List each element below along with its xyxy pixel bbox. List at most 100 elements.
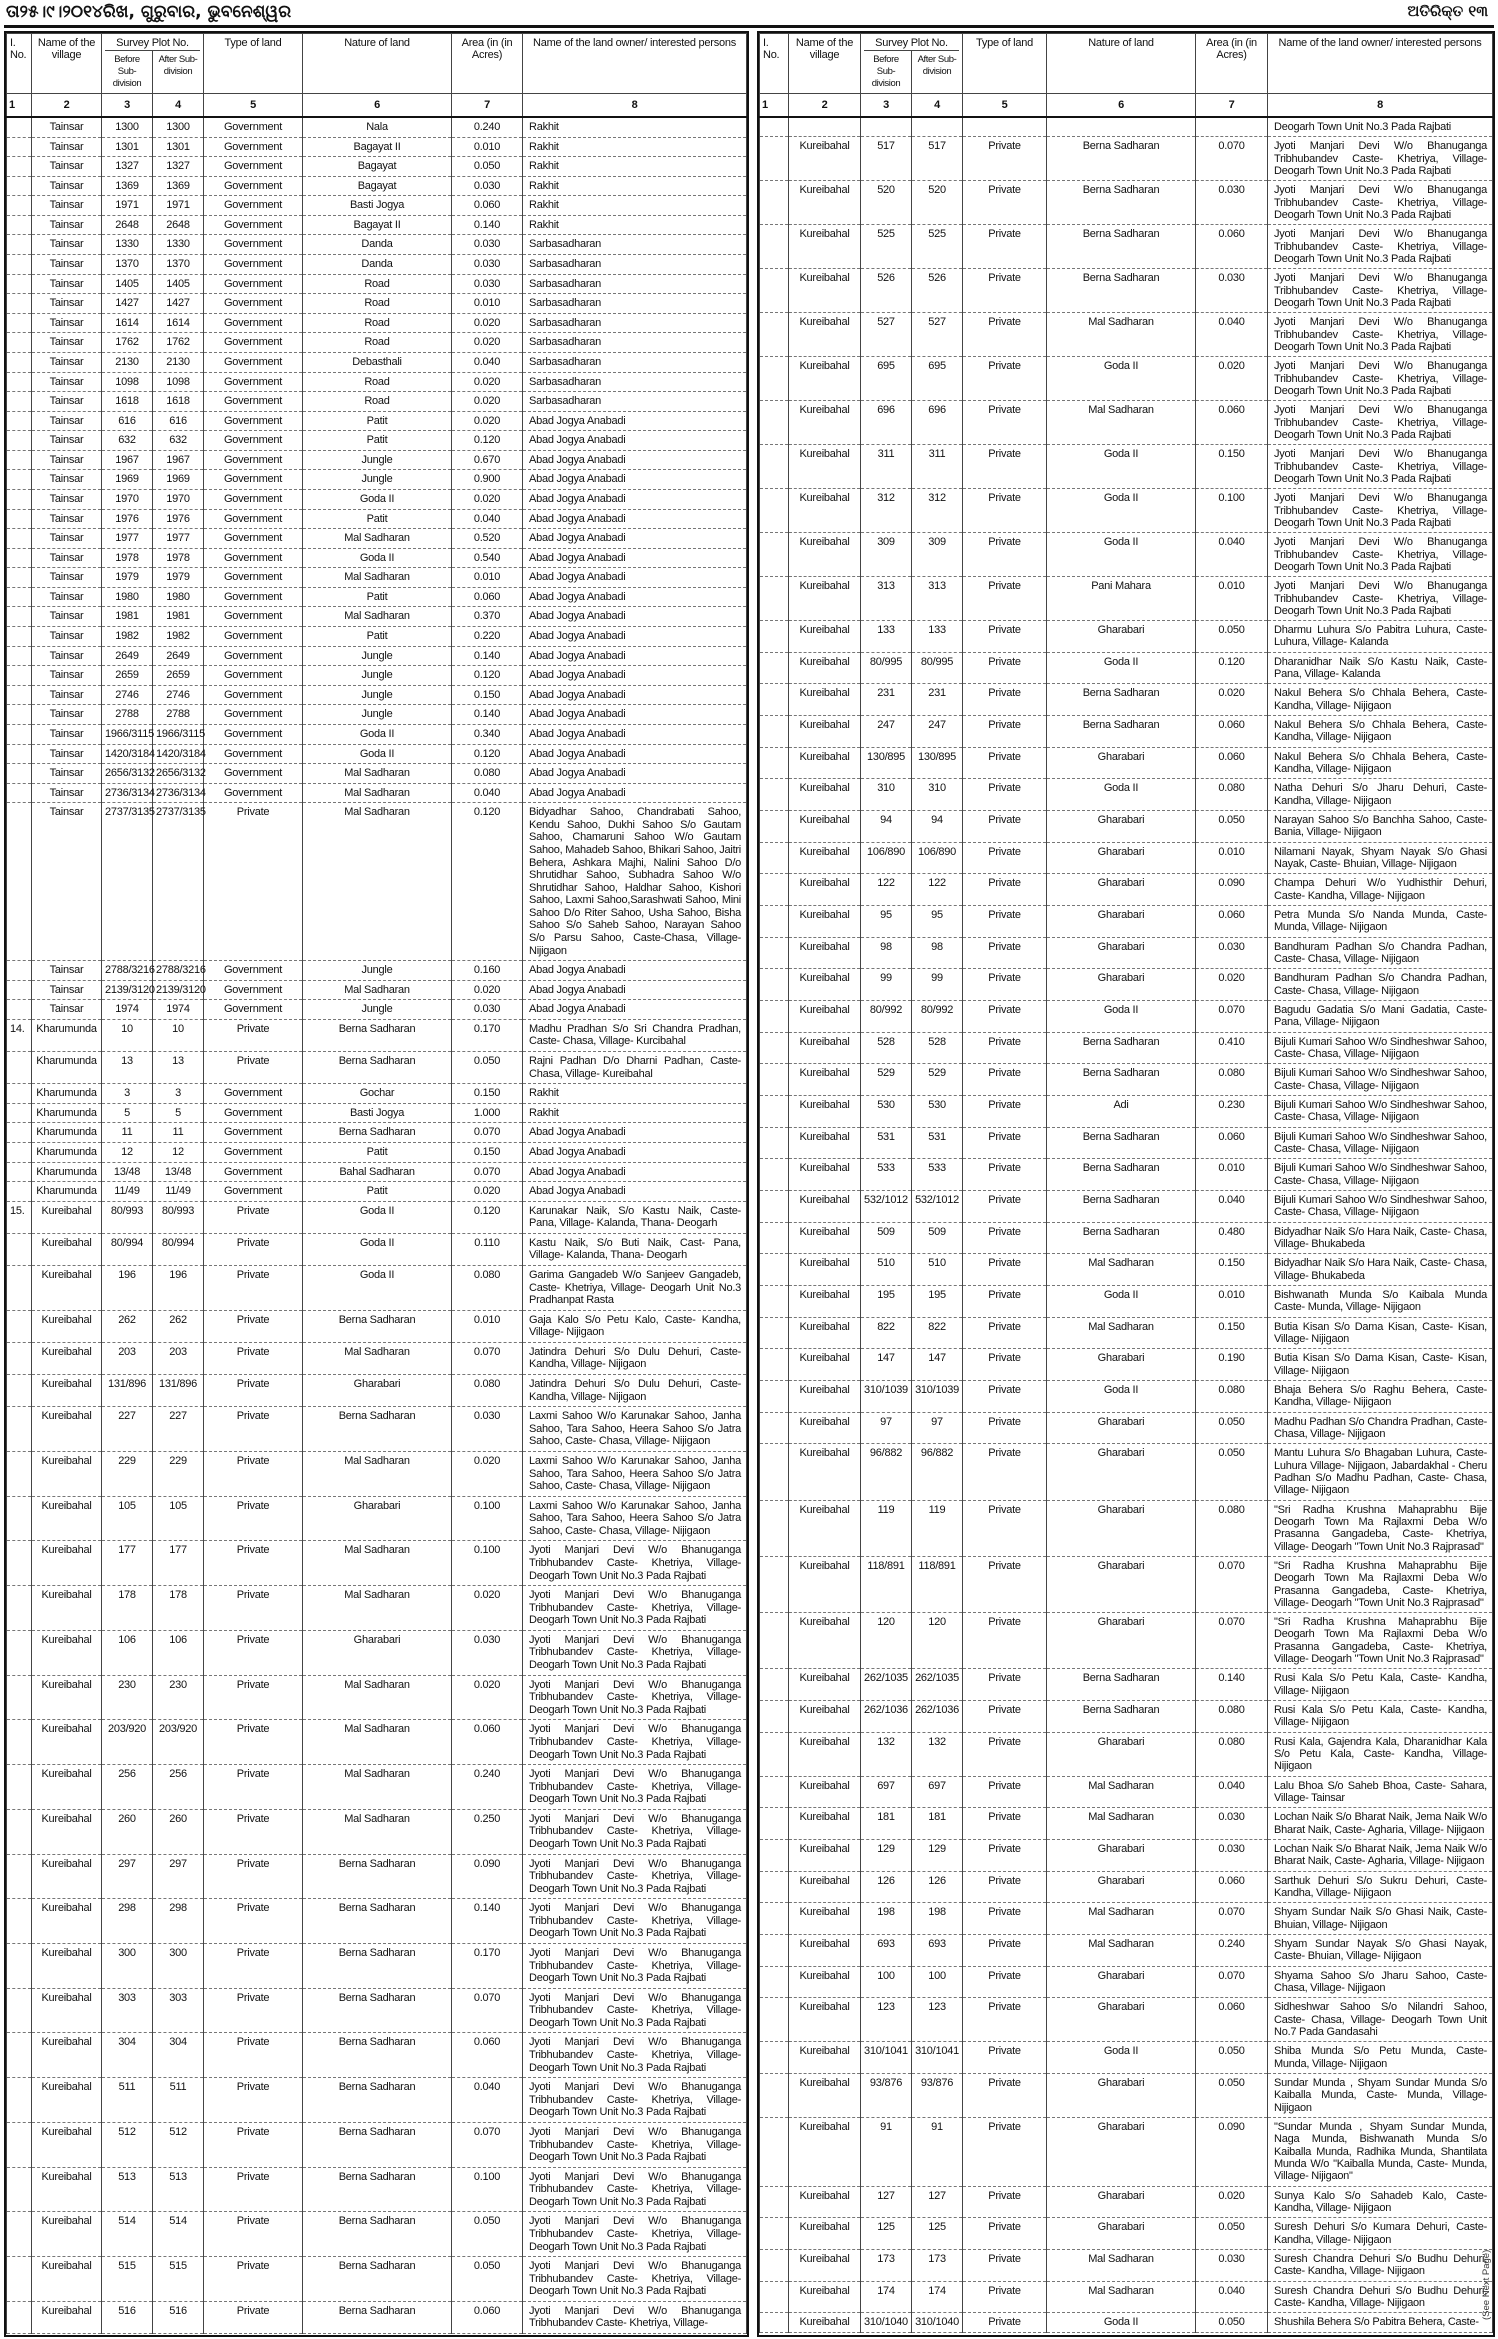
- area-cell: 0.040: [451, 508, 524, 530]
- table-row: Tainsar 1098 1098 Government Road 0.020 Sarbas…: [6, 371, 747, 393]
- owner-cell: Abad Jogya Anabadi: [522, 626, 747, 647]
- village-cell: Kureibahal: [31, 1406, 102, 1452]
- land-nature-cell: Gharabari: [1046, 620, 1197, 653]
- land-nature-cell: Mal Sadharan: [1046, 1253, 1197, 1286]
- table-row: Tainsar 1970 1970 Government Goda II 0.020 Aba…: [6, 488, 747, 510]
- table-row: Kureibahal 247 247 Private Berna Sadharan 0.0…: [759, 715, 1493, 748]
- village-cell: Kureibahal: [788, 488, 861, 534]
- land-type-cell: Private: [962, 400, 1048, 446]
- land-nature-cell: Berna Sadharan: [302, 1898, 453, 1945]
- village-cell: Tainsar: [31, 430, 102, 451]
- village-cell: Kureibahal: [788, 356, 861, 402]
- village-cell: Kureibahal: [31, 1309, 102, 1343]
- table-row: 15. Kureibahal 80/993 80/993 Private Goda II 0…: [6, 1200, 747, 1234]
- owner-cell: Lalu Bhoa S/o Saheb Bhoa, Caste- Sahara,…: [1267, 1775, 1493, 1809]
- village-cell: Kureibahal: [31, 1898, 102, 1945]
- land-nature-cell: Berna Sadharan: [1046, 683, 1197, 717]
- owner-cell: Sarthuk Dehuri S/o Sukru Dehuri, Caste- …: [1267, 1870, 1493, 1904]
- land-type-cell: Private: [203, 2211, 304, 2258]
- table-row: Kureibahal 178 178 Private Mal Sadharan 0.020…: [6, 1585, 747, 1631]
- plot-after-cell: 1370: [151, 254, 205, 275]
- plot-before-cell: 304: [101, 2032, 153, 2079]
- land-nature-cell: Berna Sadharan: [302, 2300, 453, 2335]
- area-cell: 1.000: [451, 1102, 524, 1124]
- plot-after-cell: 95: [910, 905, 964, 938]
- land-nature-cell: Gharabari: [1046, 810, 1197, 843]
- plot-after-cell: 697: [910, 1775, 964, 1809]
- area-cell: 0.030: [451, 1406, 524, 1452]
- serial-no-cell: [759, 268, 789, 314]
- plot-after-cell: 99: [910, 968, 964, 1002]
- plot-before-cell: 181: [860, 1807, 912, 1841]
- table-row: Kureibahal 822 822 Private Mal Sadharan 0.150…: [759, 1316, 1493, 1350]
- owner-cell: Abad Jogya Anabadi: [522, 508, 747, 530]
- land-nature-cell: Goda II: [1046, 1000, 1197, 1033]
- plot-before-cell: 177: [101, 1540, 153, 1587]
- serial-no-cell: [6, 1540, 32, 1587]
- village-cell: Tainsar: [31, 979, 102, 1001]
- serial-no-cell: [759, 1158, 789, 1191]
- village-cell: Kureibahal: [31, 2032, 102, 2079]
- plot-after-cell: 525: [910, 224, 964, 270]
- plot-after-cell: 80/993: [151, 1200, 205, 1234]
- plot-before-cell: 122: [860, 873, 912, 907]
- plot-after-cell: 10: [151, 1018, 205, 1053]
- land-nature-cell: Danda: [302, 254, 453, 275]
- serial-no-cell: [759, 2312, 789, 2333]
- village-cell: Kureibahal: [788, 2116, 861, 2187]
- village-cell: Kureibahal: [788, 1189, 861, 1223]
- serial-no-cell: [759, 715, 789, 748]
- land-nature-cell: Berna Sadharan: [302, 1987, 453, 2034]
- land-nature-cell: Mal Sadharan: [302, 802, 453, 962]
- owner-cell: Abad Jogya Anabadi: [522, 645, 747, 667]
- plot-after-cell: 198: [910, 1902, 964, 1936]
- land-type-cell: Private: [962, 180, 1048, 226]
- plot-before-cell: 697: [860, 1775, 912, 1809]
- land-nature-cell: Jungle: [302, 999, 453, 1020]
- table-row: Kureibahal 106/890 106/890 Private Gharabari…: [759, 841, 1493, 875]
- land-nature-cell: Jungle: [302, 645, 453, 667]
- owner-cell: Abad Jogya Anabadi: [522, 684, 747, 706]
- owner-cell: Rusi Kala, Gajendra Kala, Dharanidhar Ka…: [1267, 1731, 1493, 1777]
- land-type-cell: Private: [203, 1674, 304, 1721]
- table-row: Kureibahal 256 256 Private Mal Sadharan 0.240…: [6, 1764, 747, 1810]
- land-type-cell: Private: [962, 1965, 1048, 1999]
- serial-no-cell: [6, 960, 32, 981]
- plot-before-cell: 106/890: [860, 841, 912, 875]
- land-nature-cell: Jungle: [302, 684, 453, 706]
- serial-no-cell: [759, 2280, 789, 2314]
- plot-after-cell: 515: [151, 2256, 205, 2302]
- land-nature-cell: Mal Sadharan: [302, 1450, 453, 1497]
- plot-after-cell: 1980: [151, 586, 205, 608]
- plot-before-cell: 311: [860, 444, 912, 490]
- plot-after-cell: 203: [151, 1341, 205, 1376]
- plot-before-cell: 516: [101, 2300, 153, 2335]
- village-cell: Tainsar: [31, 234, 102, 256]
- land-nature-cell: Mal Sadharan: [1046, 1902, 1197, 1936]
- land-nature-cell: Jungle: [302, 469, 453, 490]
- plot-before-cell: 2737/3135: [101, 802, 155, 962]
- serial-no-cell: [759, 873, 789, 907]
- plot-before-cell: 2736/3134: [101, 782, 155, 804]
- owner-cell: Abad Jogya Anabadi: [522, 1141, 747, 1163]
- serial-no-cell: [6, 1898, 32, 1945]
- plot-before-cell: 118/891: [860, 1555, 912, 1614]
- serial-no-cell: [759, 1997, 789, 2043]
- owner-cell: Sidheshwar Sahoo S/o Nilandri Sahoo, Cas…: [1267, 1997, 1493, 2043]
- table-row: Kureibahal 693 693 Private Mal Sadharan 0.240…: [759, 1934, 1493, 1967]
- plot-after-cell: 297: [151, 1853, 205, 1900]
- area-cell: 0.070: [1195, 1555, 1269, 1614]
- land-nature-cell: Mal Sadharan: [302, 763, 453, 784]
- village-cell: Tainsar: [31, 214, 102, 236]
- land-type-cell: Private: [962, 444, 1048, 490]
- land-nature-cell: Berna Sadharan: [302, 1122, 453, 1143]
- area-cell: 0.670: [451, 449, 524, 471]
- village-cell: Tainsar: [31, 273, 102, 295]
- land-type-cell: [962, 116, 1048, 138]
- header-subrow: Before Sub-division After Sub-division: [760, 51, 1493, 94]
- owner-cell: Abad Jogya Anabadi: [522, 782, 747, 804]
- village-cell: Kureibahal: [788, 180, 861, 226]
- village-cell: Kureibahal: [788, 1253, 861, 1286]
- land-nature-cell: Goda II: [302, 1232, 453, 1267]
- table-row: Kureibahal 80/995 80/995 Private Goda II 0.12…: [759, 651, 1493, 685]
